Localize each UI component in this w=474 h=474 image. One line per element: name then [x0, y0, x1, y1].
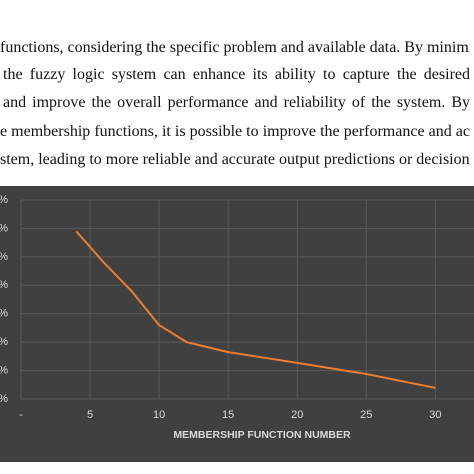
- text-line: e membership functions, it is possible t…: [0, 123, 470, 140]
- chart: MEMBERSHIP FUNCTION NUMBER 0% 10% 20% 30% 40…: [0, 186, 474, 462]
- y-tick-label: 10%: [0, 364, 8, 376]
- y-tick-label: 70%: [0, 194, 8, 206]
- data-line: [75, 230, 436, 389]
- y-tick-label: 20%: [0, 336, 8, 348]
- x-tick-label: 30: [429, 409, 441, 421]
- y-tick-label: 50%: [0, 251, 8, 263]
- y-tick-label: 0%: [0, 393, 8, 405]
- x-tick-label: 10: [153, 409, 165, 421]
- x-tick-label: 25: [360, 409, 372, 421]
- x-tick-label: 15: [222, 409, 234, 421]
- text-line: the fuzzy logic system can enhance its a…: [3, 66, 470, 83]
- x-axis-title: MEMBERSHIP FUNCTION NUMBER: [173, 429, 351, 441]
- y-tick-label: 30%: [0, 308, 8, 320]
- x-tick-label: -: [19, 409, 23, 421]
- x-tick-label: 20: [291, 409, 303, 421]
- text-line: functions, considering the specific prob…: [0, 39, 470, 56]
- text-line: stem, leading to more reliable and accur…: [0, 151, 470, 168]
- y-tick-label: 40%: [0, 279, 8, 291]
- y-tick-label: 60%: [0, 222, 8, 234]
- chart-background: [0, 186, 474, 462]
- text-line: and improve the overall performance and …: [3, 94, 470, 111]
- x-tick-label: 5: [87, 409, 93, 421]
